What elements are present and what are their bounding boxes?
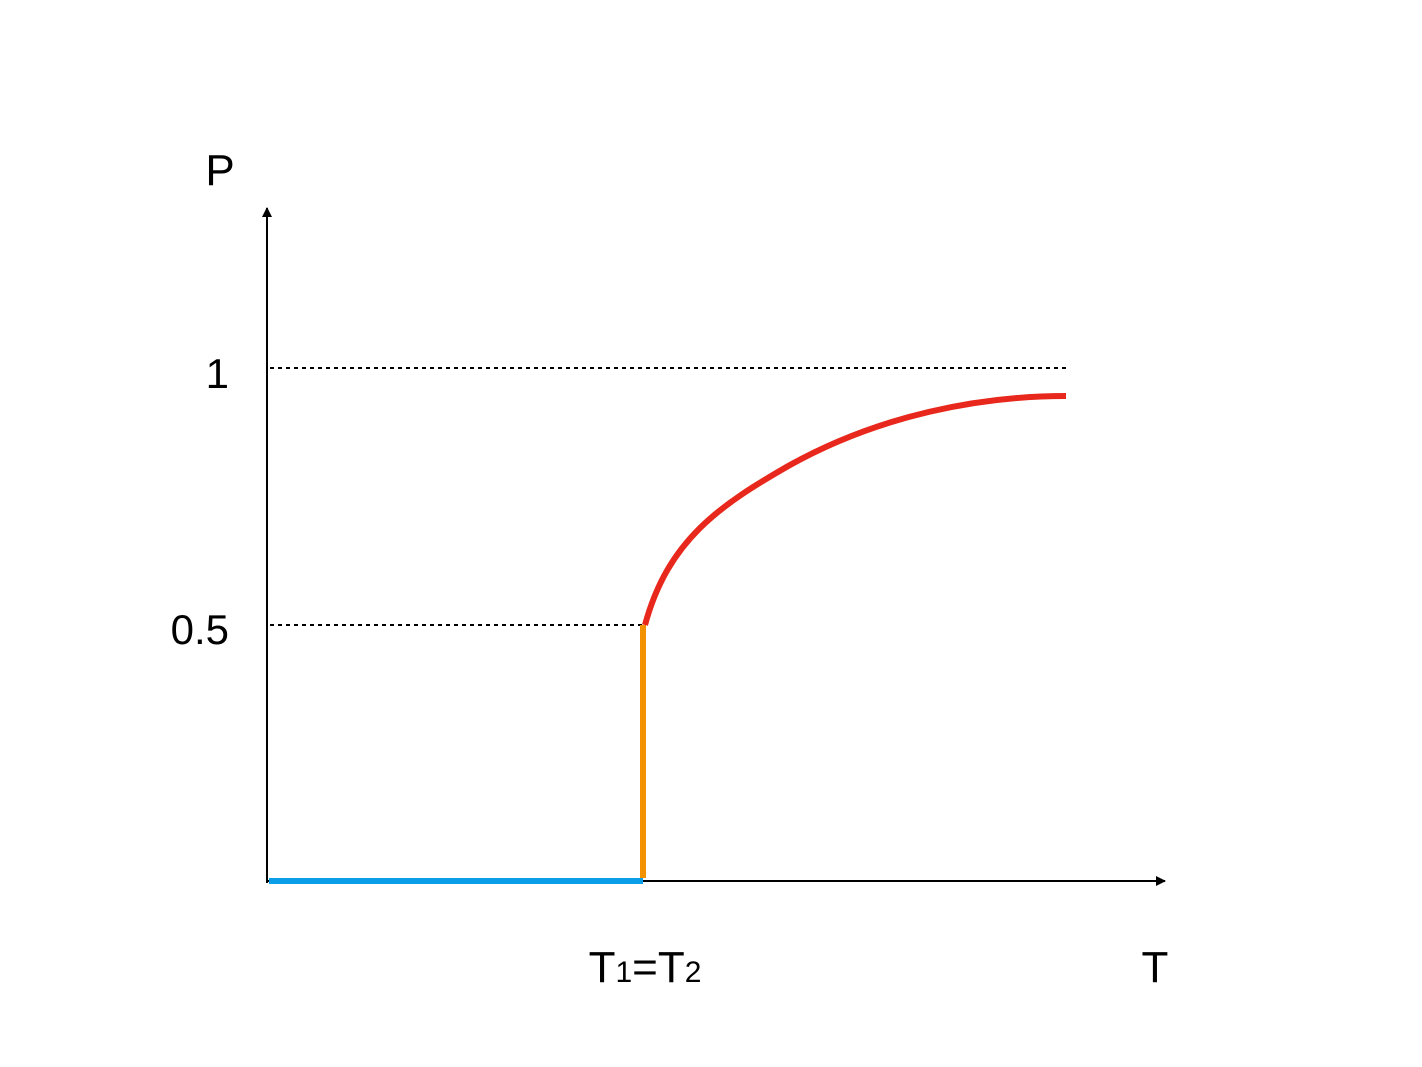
label-part: T (589, 943, 616, 992)
label-subscript: 1 (615, 956, 632, 989)
label-subscript: 2 (685, 956, 702, 989)
x-axis-label: T (1142, 943, 1169, 992)
y-tick-label: 1 (206, 350, 229, 397)
label-part: =T (632, 943, 685, 992)
red-curve (642, 393, 1067, 626)
x-marker-label: T1=T2 (589, 943, 702, 992)
y-tick-label: 0.5 (171, 606, 229, 653)
y-axis-label: P (205, 146, 234, 195)
